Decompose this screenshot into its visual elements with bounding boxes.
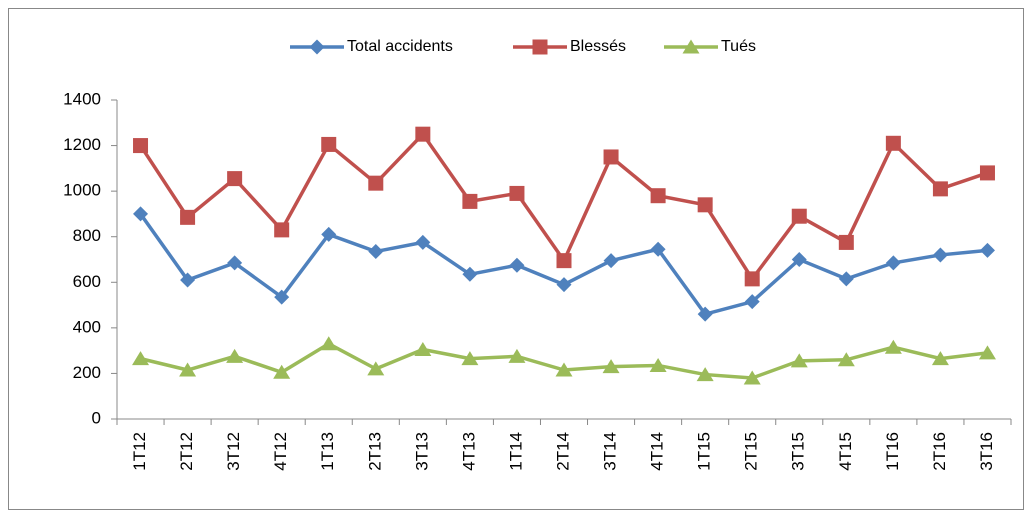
marker [462,193,478,209]
marker [274,222,290,238]
x-tick-label: 3T13 [412,432,431,471]
marker [838,271,854,287]
y-tick-label: 1400 [63,89,101,108]
marker [602,359,620,374]
marker [509,257,525,273]
marker [414,342,432,357]
y-tick-label: 1000 [63,181,101,200]
marker [368,175,384,191]
x-tick-label: 1T15 [695,432,714,471]
marker [415,234,431,250]
marker [133,138,149,154]
x-tick-label: 1T14 [506,432,525,471]
x-tick-label: 1T13 [318,432,337,471]
marker [979,242,995,258]
x-tick-label: 2T15 [742,432,761,471]
legend-label: Blessés [570,38,626,55]
marker [227,255,243,271]
marker [884,339,902,354]
x-tick-label: 3T14 [601,432,620,471]
marker [697,306,713,322]
marker [837,352,855,367]
x-tick-label: 4T13 [459,432,478,471]
y-tick-label: 400 [73,317,101,336]
x-tick-label: 2T14 [553,432,572,471]
marker [309,39,325,55]
x-tick-label: 4T12 [271,432,290,471]
marker [696,367,714,382]
marker [508,348,526,363]
x-tick-label: 1T12 [130,432,149,471]
marker [979,165,995,181]
marker [744,271,760,287]
x-tick-label: 3T12 [224,432,243,471]
x-tick-label: 2T12 [177,432,196,471]
marker [885,135,901,151]
marker [367,361,385,376]
marker [790,353,808,368]
marker [744,294,760,310]
marker [461,351,479,366]
marker [179,362,197,377]
marker [838,234,854,250]
y-tick-label: 1200 [63,135,101,154]
x-tick-label: 4T15 [836,432,855,471]
marker [556,253,572,269]
x-tick-label: 2T16 [930,432,949,471]
marker [532,39,548,55]
marker [415,126,431,142]
marker [274,289,290,305]
marker [978,345,996,360]
y-tick-label: 600 [73,272,101,291]
marker [931,351,949,366]
legend-label: Tués [721,38,756,55]
marker [227,171,243,187]
marker [791,208,807,224]
y-tick-label: 0 [92,408,101,427]
marker [226,348,244,363]
marker [791,252,807,267]
y-tick-label: 800 [73,226,101,245]
marker [650,188,666,204]
marker [132,351,150,366]
marker [180,209,196,225]
marker [932,181,948,197]
marker [462,266,478,282]
x-tick-label: 3T16 [977,432,996,471]
marker [603,149,619,165]
marker [320,336,338,351]
marker [133,206,149,222]
marker [649,357,667,372]
marker [603,253,619,269]
marker [682,39,700,54]
marker [697,197,713,213]
marker [273,364,291,379]
x-tick-label: 3T15 [789,432,808,471]
marker [321,226,337,242]
marker [321,136,337,152]
marker [368,244,384,260]
legend: Total accidents Blessés Tués [290,38,756,55]
marker [555,362,573,377]
marker [180,272,196,288]
x-tick-label: 1T16 [883,432,902,471]
marker [932,247,948,263]
marker [743,370,761,385]
marker [885,255,901,271]
marker [509,185,525,201]
legend-label: Total accidents [347,38,453,55]
x-tick-label: 2T13 [365,432,384,471]
marker [556,277,572,293]
y-tick-label: 200 [73,363,101,382]
x-tick-label: 4T14 [648,432,667,471]
marker [650,241,666,257]
